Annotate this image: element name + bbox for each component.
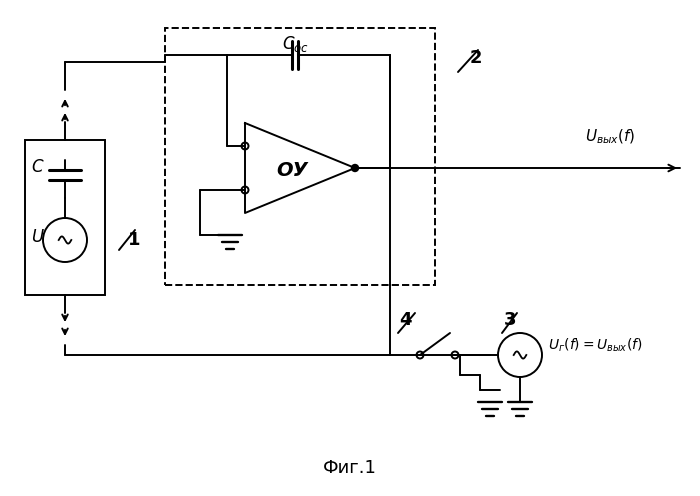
Text: C: C xyxy=(31,158,43,176)
Text: $C_{ос}$: $C_{ос}$ xyxy=(281,34,309,54)
Text: ОУ: ОУ xyxy=(276,161,308,180)
Text: $U_{вых}(f)$: $U_{вых}(f)$ xyxy=(584,127,636,146)
Text: 4: 4 xyxy=(399,311,412,329)
Bar xyxy=(25,140,105,295)
Text: 2: 2 xyxy=(470,49,482,67)
Bar xyxy=(165,28,435,285)
Text: U: U xyxy=(31,228,43,246)
Circle shape xyxy=(351,165,358,172)
Polygon shape xyxy=(245,123,355,213)
Text: Фиг.1: Фиг.1 xyxy=(323,459,377,477)
Text: 1: 1 xyxy=(128,231,141,249)
Text: 3: 3 xyxy=(504,311,517,329)
Text: $U_г(f)=U_{вых}(f)$: $U_г(f)=U_{вых}(f)$ xyxy=(548,336,643,354)
